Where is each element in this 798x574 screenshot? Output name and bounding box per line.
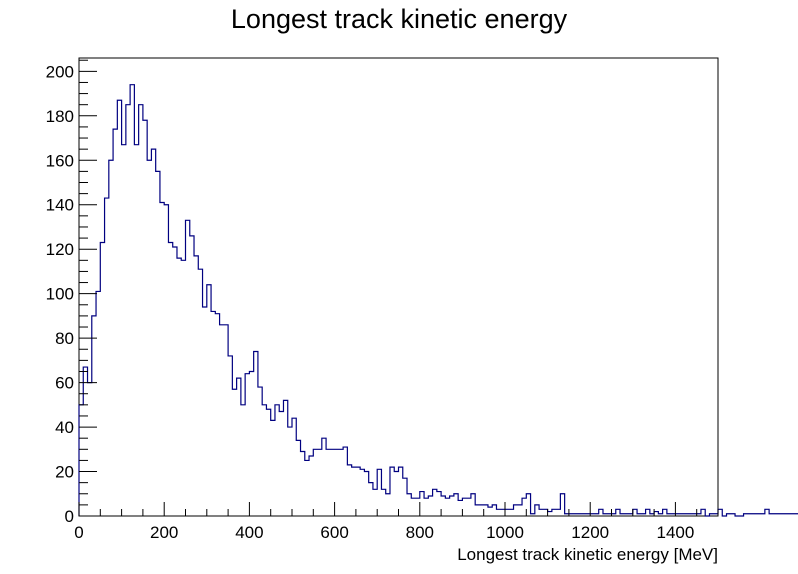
x-tick-label: 1200 [571,523,609,542]
histogram-series-line [78,84,798,517]
y-tick-label: 160 [46,151,74,170]
x-axis-label: Longest track kinetic energy [MeV] [457,545,718,564]
x-tick-label: 1400 [656,523,694,542]
x-tick-label: 200 [150,523,178,542]
x-tick-label: 800 [406,523,434,542]
y-tick-label: 120 [46,240,74,259]
x-tick-label: 600 [320,523,348,542]
chart-title: Longest track kinetic energy [231,4,568,34]
y-tick-label: 100 [46,285,74,304]
x-tick-label: 1000 [486,523,524,542]
y-tick-label: 60 [55,374,74,393]
y-tick-label: 140 [46,196,74,215]
plot-frame [78,57,719,517]
y-tick-label: 180 [46,107,74,126]
y-tick-label: 40 [55,418,74,437]
plot-area: 0 200 400 600 800 1000 1200 1400 0 20 40 60 80 100 120… [46,57,798,542]
y-tick-label: 80 [55,329,74,348]
y-tick-label: 200 [46,62,74,81]
x-tick-label: 400 [235,523,263,542]
x-tick-label: 0 [74,523,83,542]
y-tick-label: 0 [65,507,74,526]
y-tick-label: 20 [55,463,74,482]
